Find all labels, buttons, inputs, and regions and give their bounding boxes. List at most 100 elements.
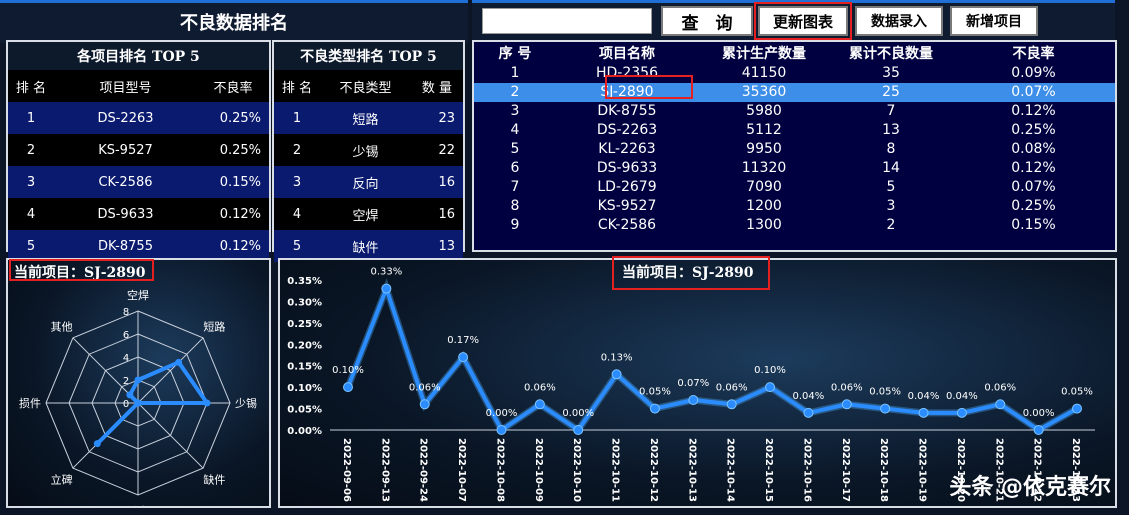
project-row[interactable]: 6 DS-9633 11320 14 0.12%	[474, 159, 1115, 178]
x-tick-label: 2022-10-08	[494, 438, 505, 502]
title-bar: 不良数据排名	[0, 0, 468, 43]
radar-tick-label: 2	[123, 376, 129, 387]
project-row[interactable]: 8 KS-9527 1200 3 0.25%	[474, 197, 1115, 216]
table-cell: 空焊	[320, 198, 411, 230]
table-cell: 5	[8, 230, 54, 262]
table-cell: 5980	[746, 103, 782, 119]
x-tick-label: 2022-10-21	[993, 438, 1004, 502]
data-point	[918, 407, 929, 418]
y-tick-label: 0.15%	[287, 362, 322, 373]
header-model: 项目型号	[54, 70, 197, 102]
data-point	[726, 399, 737, 410]
table-cell: 1200	[746, 198, 782, 214]
table-cell: 8	[510, 198, 520, 214]
radar-axis-label: 立碑	[51, 472, 73, 486]
table-cell: 5	[886, 179, 896, 195]
x-tick-label: 2022-10-20	[955, 438, 966, 502]
table-row: 3 反向 16	[274, 166, 463, 198]
data-point	[419, 399, 430, 410]
table-row: 4 DS-9633 0.12%	[8, 198, 269, 230]
line-title-highlight	[612, 256, 770, 290]
data-point	[956, 407, 967, 418]
table-cell: DS-2263	[54, 102, 197, 134]
data-label: 0.06%	[716, 382, 748, 393]
table-cell: 5112	[746, 122, 782, 138]
table-cell: KL-2263	[598, 141, 656, 157]
project-row[interactable]: 1 HD-2356 41150 35 0.09%	[474, 64, 1115, 83]
project-row[interactable]: 2 SJ-2890 35360 25 0.07%	[474, 83, 1115, 102]
table-cell: 11320	[741, 160, 787, 176]
top5-types-table: 排 名 不良类型 数 量 1 短路 23 2 少锡 22 3 反向 16 4 空焊 16 5 缺件 13	[274, 70, 463, 262]
table-cell: 23	[411, 102, 463, 134]
data-point	[841, 399, 852, 410]
table-cell: 22	[411, 134, 463, 166]
y-tick-label: 0.00%	[287, 426, 322, 437]
radar-axis-label: 短路	[203, 320, 225, 334]
table-cell: 13	[882, 122, 900, 138]
table-cell: 缺件	[320, 230, 411, 262]
project-row[interactable]: 9 CK-2586 1300 2 0.15%	[474, 216, 1115, 235]
y-tick-label: 0.05%	[287, 405, 322, 416]
table-cell: CK-2586	[54, 166, 197, 198]
data-label: 0.06%	[831, 382, 863, 393]
project-row[interactable]: 3 DK-8755 5980 7 0.12%	[474, 102, 1115, 121]
table-cell: 9950	[746, 141, 782, 157]
data-point	[688, 395, 699, 405]
table-cell: DS-2263	[596, 122, 658, 138]
table-cell: 0.25%	[197, 134, 269, 166]
data-point	[995, 399, 1006, 410]
table-cell: 少锡	[320, 134, 411, 166]
table-cell: 41150	[741, 65, 787, 81]
radar-tick-label: 8	[123, 307, 129, 318]
table-cell: 3	[886, 198, 896, 214]
project-row[interactable]: 4 DS-2263 5112 13 0.25%	[474, 121, 1115, 140]
radar-spoke	[137, 402, 204, 469]
series-glow	[344, 278, 1079, 436]
data-label: 0.07%	[677, 378, 709, 389]
table-cell: HD-2356	[596, 65, 658, 81]
x-tick-label: 2022-10-10	[571, 438, 582, 502]
data-label: 0.06%	[524, 382, 556, 393]
header-rank: 排 名	[8, 70, 54, 102]
query-button[interactable]: 查 询	[661, 6, 753, 36]
table-cell: 0.07%	[952, 83, 1115, 102]
radar-current-project: 当前项目：SJ-2890	[14, 265, 146, 281]
project-row[interactable]: 5 KL-2263 9950 8 0.08%	[474, 140, 1115, 159]
header-name: 项目名称	[599, 46, 655, 62]
table-cell: 3	[274, 166, 320, 198]
table-cell: 0.12%	[1011, 160, 1056, 176]
table-cell: 0.07%	[1011, 179, 1056, 195]
table-cell: 1	[510, 65, 520, 81]
data-label: 0.05%	[1061, 387, 1093, 398]
search-input[interactable]	[482, 8, 652, 34]
table-cell: KS-9527	[597, 198, 657, 214]
radar-point	[175, 358, 183, 366]
selected-project-highlight	[605, 75, 693, 99]
table-cell: 7	[510, 179, 520, 195]
data-entry-button[interactable]: 数据录入	[855, 6, 943, 36]
table-cell: 短路	[320, 102, 411, 134]
refresh-highlight	[754, 2, 852, 40]
data-label: 0.04%	[793, 391, 825, 402]
x-tick-label: 2022-10-16	[801, 438, 812, 502]
y-tick-label: 0.30%	[287, 297, 322, 308]
x-tick-label: 2022-10-14	[725, 438, 736, 502]
top5-types-title: 不良类型排名 TOP 5	[274, 42, 463, 70]
data-label: 0.17%	[447, 335, 479, 346]
x-tick-label: 2022-10-19	[917, 438, 928, 502]
table-cell: 0.08%	[1011, 141, 1056, 157]
table-cell: 0.15%	[1011, 217, 1056, 233]
refresh-chart-button[interactable]: 更新图表	[758, 6, 848, 36]
table-cell: 反向	[320, 166, 411, 198]
project-row[interactable]: 7 LD-2679 7090 5 0.07%	[474, 178, 1115, 197]
table-cell: DK-8755	[54, 230, 197, 262]
table-cell: 0.15%	[197, 166, 269, 198]
radar-axis-label: 缺件	[203, 472, 225, 486]
data-label: 0.05%	[639, 387, 671, 398]
x-tick-label: 2022-10-22	[1032, 438, 1043, 502]
data-point	[343, 382, 353, 393]
add-project-button[interactable]: 新增项目	[950, 6, 1038, 36]
series-line	[346, 286, 1078, 432]
table-row: 1 DS-2263 0.25%	[8, 102, 269, 134]
radar-point	[203, 399, 211, 407]
